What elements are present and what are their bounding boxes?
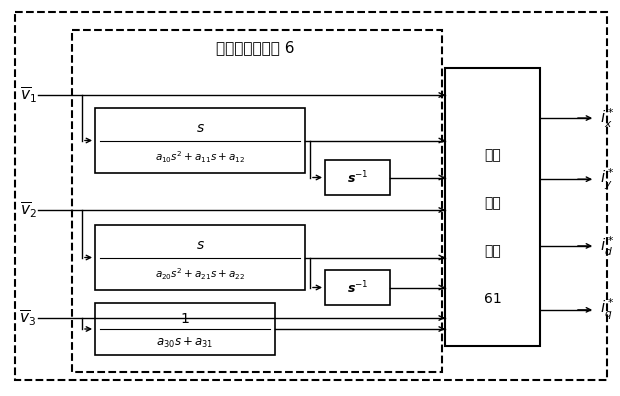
Text: $1$: $1$ <box>180 312 190 326</box>
Text: $i_x^*$: $i_x^*$ <box>600 107 614 129</box>
Text: $a_{20}s^2+a_{21}s+a_{22}$: $a_{20}s^2+a_{21}s+a_{22}$ <box>155 267 245 282</box>
Text: 静态: 静态 <box>484 148 501 162</box>
Text: $a_{10}s^2+a_{11}s+a_{12}$: $a_{10}s^2+a_{11}s+a_{12}$ <box>155 150 245 165</box>
Text: 神经: 神经 <box>484 196 501 210</box>
Text: $i_q^*$: $i_q^*$ <box>600 297 614 322</box>
Text: $s$: $s$ <box>195 238 205 251</box>
Text: 神经网络广义逆 6: 神经网络广义逆 6 <box>216 40 294 55</box>
Bar <box>445 68 540 346</box>
Text: 网络: 网络 <box>484 244 501 258</box>
Bar <box>95 225 305 290</box>
Text: $i_d^*$: $i_d^*$ <box>600 234 614 257</box>
Text: 61: 61 <box>484 292 502 306</box>
Bar <box>95 303 275 355</box>
Text: $\overline{v}_2$: $\overline{v}_2$ <box>20 200 37 220</box>
Text: $\overline{v}_1$: $\overline{v}_1$ <box>20 85 37 105</box>
Bar <box>325 160 390 195</box>
Text: $a_{30}s+a_{31}$: $a_{30}s+a_{31}$ <box>156 336 214 350</box>
Text: $s$: $s$ <box>195 120 205 135</box>
Text: $\boldsymbol{s}^{-1}$: $\boldsymbol{s}^{-1}$ <box>347 279 368 296</box>
Text: $\overline{v}_3$: $\overline{v}_3$ <box>19 308 37 328</box>
Bar <box>325 270 390 305</box>
Text: $i_y^*$: $i_y^*$ <box>600 167 614 192</box>
Bar <box>72 30 442 372</box>
Bar <box>95 108 305 173</box>
Text: $\boldsymbol{s}^{-1}$: $\boldsymbol{s}^{-1}$ <box>347 169 368 186</box>
